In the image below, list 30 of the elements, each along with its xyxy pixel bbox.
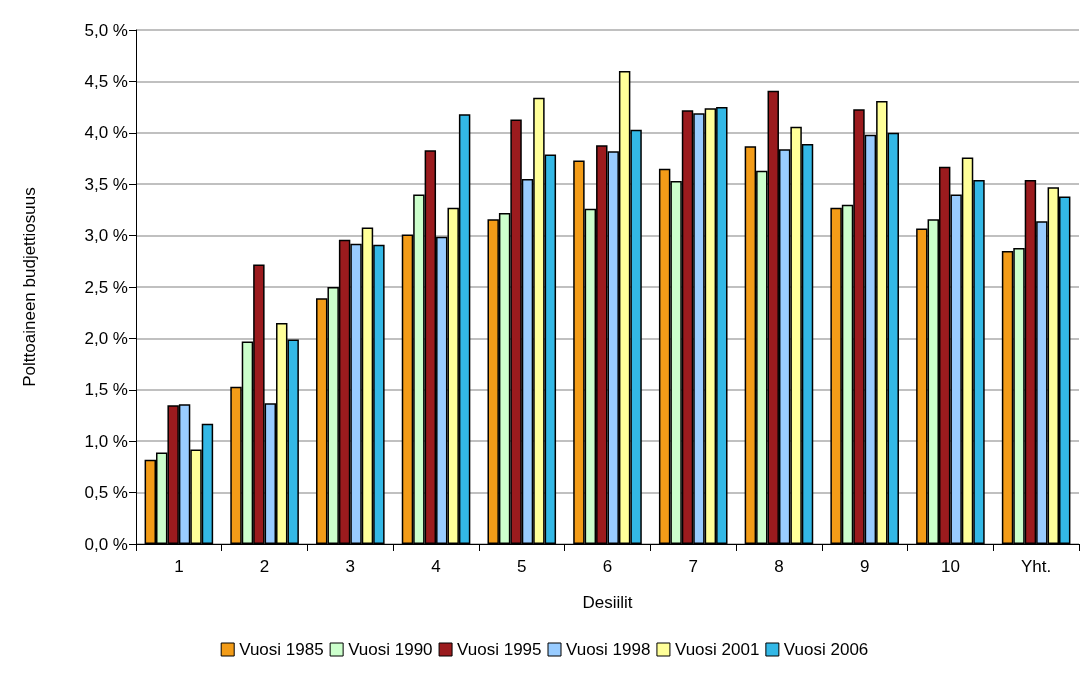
- legend-label: Vuosi 1985: [239, 640, 324, 659]
- x-tick-label: 4: [431, 557, 441, 576]
- x-tick-label: 6: [602, 557, 613, 576]
- x-tick-label: 1: [174, 557, 184, 576]
- y-tick-label: 5,0 %: [84, 20, 128, 40]
- y-axis-title: Polttoaineen budjettiosuus: [20, 187, 39, 387]
- y-tick-label: 4,5 %: [84, 71, 128, 91]
- x-axis-title: Desiilit: [582, 593, 633, 612]
- legend-label: Vuosi 1995: [457, 640, 542, 659]
- y-tick-label: 1,5 %: [84, 380, 128, 400]
- y-tick-label: 0,5 %: [84, 483, 128, 503]
- x-tick-label: 3: [345, 557, 356, 576]
- y-tick-label: 0,0 %: [84, 534, 128, 554]
- x-tick-label: 7: [688, 557, 698, 576]
- x-tick-label: 2: [259, 557, 270, 576]
- x-tick-label: 10: [940, 557, 960, 576]
- x-tick-label: Yht.: [1021, 557, 1052, 576]
- legend-label: Vuosi 2001: [674, 640, 760, 659]
- x-tick-label: 9: [859, 557, 870, 576]
- y-tick-label: 3,5 %: [84, 174, 128, 194]
- x-tick-label: 5: [517, 557, 527, 576]
- y-tick-label: 1,0 %: [84, 431, 128, 451]
- legend-label: Vuosi 1998: [566, 640, 651, 659]
- y-tick-label: 2,5 %: [84, 277, 128, 297]
- y-tick-label: 3,0 %: [84, 226, 128, 246]
- legend-label: Vuosi 2006: [783, 640, 869, 659]
- legend-label: Vuosi 1990: [348, 640, 433, 659]
- y-tick-label: 4,0 %: [84, 123, 128, 143]
- y-tick-label: 2,0 %: [84, 328, 128, 348]
- x-tick-label: 8: [774, 557, 784, 576]
